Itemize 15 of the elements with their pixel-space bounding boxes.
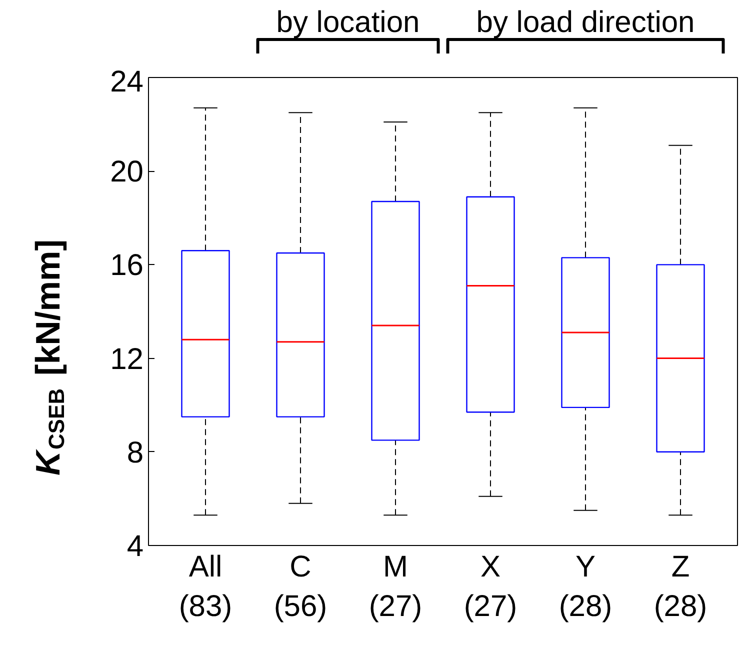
y-tick-label: 4	[126, 530, 144, 563]
y-axis-title: KCSEB [kN/mm]	[30, 239, 69, 476]
y-tick-label: 12	[110, 342, 144, 376]
x-tick-label: Z (28)	[654, 550, 708, 624]
text: by load direction	[476, 6, 695, 39]
y-tick-label: 16	[110, 249, 144, 282]
x-tick-label: C (56)	[274, 550, 328, 624]
x-tick-label: M (27)	[368, 550, 422, 624]
y-tick-label: 8	[126, 436, 144, 470]
x-tick-label: All (83)	[178, 550, 232, 624]
y-tick-label: 20	[110, 156, 144, 189]
x-tick-label: Y (28)	[558, 550, 612, 624]
text: by location	[276, 6, 420, 39]
x-tick-label: X (27)	[464, 550, 518, 624]
y-tick-label: 24	[110, 66, 144, 98]
